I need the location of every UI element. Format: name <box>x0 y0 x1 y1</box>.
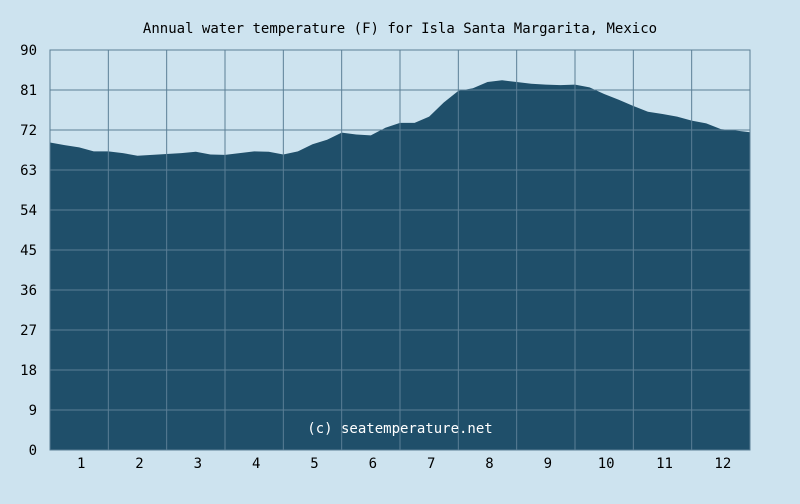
plot-border <box>49 49 751 451</box>
x-tick-label: 12 <box>714 456 731 472</box>
y-tick-label: 36 <box>20 283 37 299</box>
y-tick-label: 72 <box>20 123 37 139</box>
chart-title: Annual water temperature (F) for Isla Sa… <box>143 21 657 37</box>
y-tick-label: 0 <box>29 443 37 459</box>
x-tick-label: 1 <box>77 456 85 472</box>
x-tick-label: 8 <box>485 456 493 472</box>
copyright-annotation: (c) seatemperature.net <box>307 421 492 437</box>
x-tick-label: 6 <box>369 456 377 472</box>
x-tick-label: 2 <box>135 456 143 472</box>
x-tick-label: 3 <box>194 456 202 472</box>
x-tick-label: 7 <box>427 456 435 472</box>
y-tick-label: 81 <box>20 83 37 99</box>
x-tick-label: 4 <box>252 456 260 472</box>
y-tick-label: 45 <box>20 243 37 259</box>
x-tick-label: 9 <box>544 456 552 472</box>
y-tick-label: 9 <box>29 403 37 419</box>
y-tick-label: 18 <box>20 363 37 379</box>
y-tick-label: 90 <box>20 43 37 59</box>
x-tick-label: 11 <box>656 456 673 472</box>
y-tick-label: 54 <box>20 203 37 219</box>
x-tick-label: 5 <box>310 456 318 472</box>
y-tick-label: 27 <box>20 323 37 339</box>
y-tick-label: 63 <box>20 163 37 179</box>
x-tick-label: 10 <box>598 456 615 472</box>
